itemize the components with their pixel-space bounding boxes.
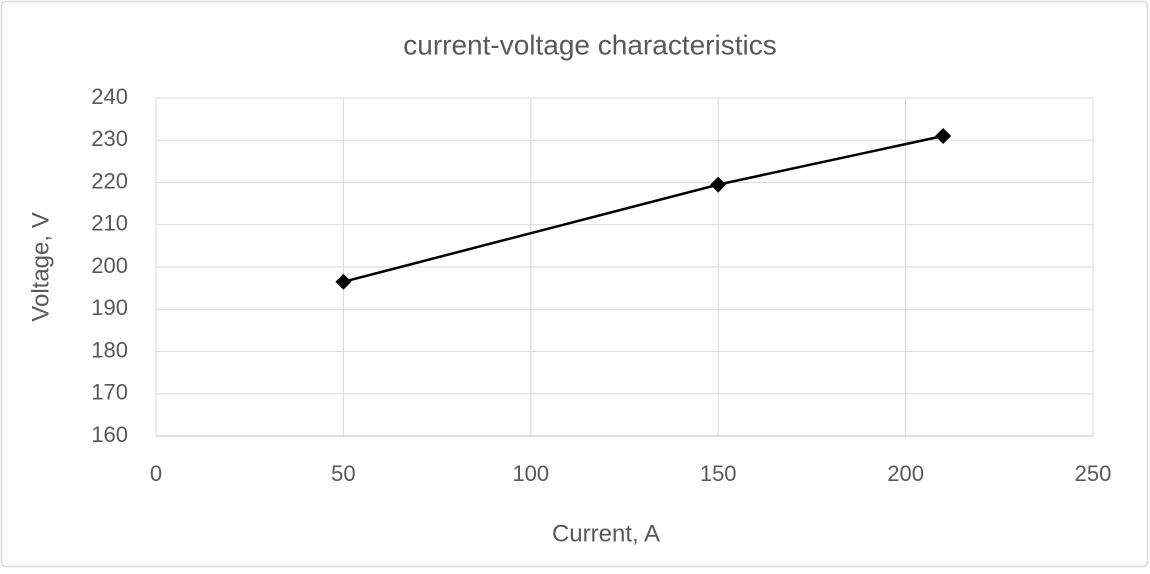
data-point [935,128,952,145]
chart-title: current-voltage characteristics [403,29,776,60]
y-tick-label: 190 [91,295,128,320]
y-tick-label: 160 [91,422,128,447]
x-tick-label: 150 [700,461,737,486]
y-tick-label: 180 [91,337,128,362]
x-tick-label: 250 [1075,461,1112,486]
data-point [335,273,352,290]
y-tick-label: 210 [91,211,128,236]
x-tick-label: 0 [150,461,162,486]
y-tick-label: 170 [91,380,128,405]
y-tick-label: 240 [91,84,128,109]
x-axis-title: Current, A [552,520,660,547]
y-tick-label: 220 [91,168,128,193]
x-tick-label: 50 [331,461,355,486]
y-axis-title: Voltage, V [27,212,54,321]
y-tick-label: 200 [91,253,128,278]
data-point [710,176,727,193]
x-tick-label: 200 [887,461,924,486]
x-tick-label: 100 [512,461,549,486]
y-tick-label: 230 [91,126,128,151]
